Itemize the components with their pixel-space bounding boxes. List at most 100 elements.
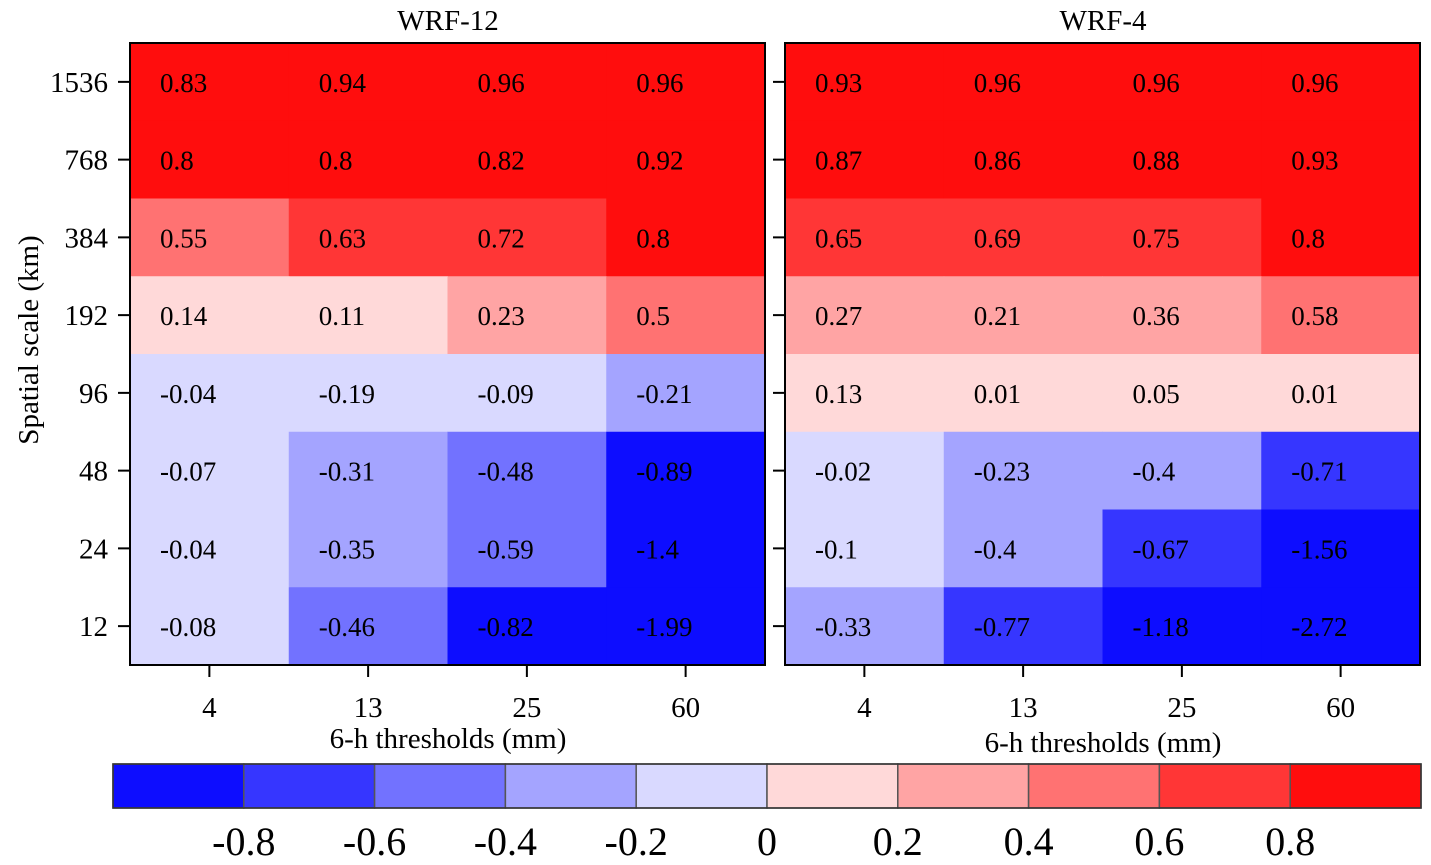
- colorbar-tick-label: 0.8: [1265, 819, 1315, 864]
- heatmap-panel: WRF-4 0.93 0.96 0.96 0.96 0.87 0.86 0.88 0.93 0.6…: [773, 5, 1421, 759]
- heatmap-cell: [1102, 509, 1262, 588]
- cell-value-label: 0.8: [319, 146, 353, 176]
- colorbar-segment: [897, 763, 1030, 809]
- cell-value-label: 0.92: [636, 146, 683, 176]
- x-tick-label: 13: [354, 692, 383, 724]
- colorbar-segment: [1289, 763, 1422, 809]
- y-tick-label: 48: [79, 456, 108, 488]
- heatmap-cell: [1261, 431, 1421, 510]
- cell-value-label: 0.96: [1133, 68, 1180, 98]
- heatmap-cell: [1261, 354, 1421, 433]
- cell-value-label: -0.23: [974, 457, 1030, 487]
- heatmap-cell: [785, 120, 945, 199]
- heatmap-cell: [1261, 120, 1421, 199]
- heatmap-panel: WRF-12 0.83 0.94 0.96 0.96 0.8 0.8 0.82 0.92 0.55…: [50, 5, 766, 755]
- cell-value-label: -0.71: [1291, 457, 1347, 487]
- cell-value-label: 0.01: [1291, 379, 1338, 409]
- cell-value-label: -1.4: [636, 534, 679, 564]
- heatmap-cell: [606, 276, 766, 355]
- x-tick-label: 4: [857, 692, 872, 724]
- cell-value-label: 0.11: [319, 301, 365, 331]
- cell-value-label: 0.01: [974, 379, 1021, 409]
- colorbar-tick-label: 0: [757, 819, 777, 864]
- heatmap-cell: [1102, 587, 1262, 666]
- cell-value-label: 0.14: [160, 301, 208, 331]
- y-axis-label: Spatial scale (km): [13, 235, 45, 444]
- heatmap-cell: [1102, 43, 1262, 122]
- heatmap-cell: [943, 198, 1103, 277]
- heatmap-cell: [1102, 276, 1262, 355]
- cell-value-label: -0.19: [319, 379, 375, 409]
- heatmap-cell: [130, 276, 290, 355]
- cell-value-label: -0.21: [636, 379, 692, 409]
- heatmap-cell: [785, 509, 945, 588]
- panel-title: WRF-12: [397, 5, 499, 37]
- heatmap-cell: [785, 43, 945, 122]
- cell-value-label: -0.35: [319, 534, 375, 564]
- cell-value-label: 0.72: [478, 223, 525, 253]
- cell-value-label: -2.72: [1291, 612, 1347, 642]
- cell-value-label: 0.8: [1291, 223, 1325, 253]
- y-tick-label: 384: [65, 222, 109, 254]
- cell-value-label: 0.23: [478, 301, 525, 331]
- heatmap-cell: [943, 509, 1103, 588]
- heatmap-cell: [130, 198, 290, 277]
- heatmap-cell: [1102, 431, 1262, 510]
- colorbar-tick-label: -0.6: [343, 819, 406, 864]
- heatmap-cell: [785, 276, 945, 355]
- colorbar-tick-label: -0.4: [474, 819, 537, 864]
- heatmap-cell: [1102, 120, 1262, 199]
- heatmap-cell: [130, 354, 290, 433]
- cell-value-label: 0.65: [815, 223, 862, 253]
- cell-value-label: 0.5: [636, 301, 670, 331]
- colorbar-segment: [373, 763, 507, 809]
- cell-value-label: 0.96: [1291, 68, 1338, 98]
- colorbar-tick-label: 0.2: [873, 819, 923, 864]
- cell-value-label: -0.82: [478, 612, 534, 642]
- heatmap-cell: [130, 587, 290, 666]
- cell-value-label: 0.93: [815, 68, 862, 98]
- heatmap-cell: [606, 198, 766, 277]
- heatmap-cell: [1261, 509, 1421, 588]
- panel-title: WRF-4: [1060, 5, 1148, 37]
- heatmap-cell: [130, 43, 290, 122]
- heatmap-cell: [447, 198, 607, 277]
- heatmap-cell: [447, 587, 607, 666]
- cell-value-label: -0.59: [478, 534, 534, 564]
- heatmap-cell: [1261, 587, 1421, 666]
- heatmap-cell: [130, 509, 290, 588]
- heatmap-cell: [606, 431, 766, 510]
- cell-value-label: 0.8: [636, 223, 670, 253]
- heatmap-cell: [943, 587, 1103, 666]
- heatmap-cell: [288, 509, 448, 588]
- x-tick-label: 25: [1167, 692, 1196, 724]
- heatmap-cell: [785, 431, 945, 510]
- y-tick-label: 1536: [50, 67, 108, 99]
- x-axis-label: 6-h thresholds (mm): [330, 723, 567, 755]
- heatmap-cell: [288, 587, 448, 666]
- colorbar-segment: [504, 763, 637, 809]
- cell-value-label: -0.46: [319, 612, 375, 642]
- cell-value-label: -0.04: [160, 534, 217, 564]
- y-tick-label: 12: [79, 611, 108, 643]
- cell-value-label: 0.88: [1133, 146, 1180, 176]
- heatmap-cell: [447, 509, 607, 588]
- cell-value-label: 0.94: [319, 68, 367, 98]
- cell-value-label: 0.96: [636, 68, 683, 98]
- heatmap-cell: [943, 354, 1103, 433]
- y-tick-label: 96: [79, 378, 108, 410]
- cell-value-label: -0.31: [319, 457, 375, 487]
- cell-value-label: 0.8: [160, 146, 194, 176]
- heatmap-panels: WRF-12 0.83 0.94 0.96 0.96 0.8 0.8 0.82 0.92 0.55…: [50, 5, 1421, 759]
- cell-value-label: -0.4: [974, 534, 1017, 564]
- cell-value-label: -0.89: [636, 457, 692, 487]
- cell-value-label: -0.09: [478, 379, 534, 409]
- heatmap-cell: [943, 431, 1103, 510]
- heatmap-cell: [606, 43, 766, 122]
- cell-value-label: -0.48: [478, 457, 534, 487]
- x-tick-label: 13: [1009, 692, 1038, 724]
- heatmap-cell: [288, 43, 448, 122]
- cell-value-label: 0.27: [815, 301, 862, 331]
- cell-value-label: 0.96: [974, 68, 1021, 98]
- heatmap-cell: [130, 120, 290, 199]
